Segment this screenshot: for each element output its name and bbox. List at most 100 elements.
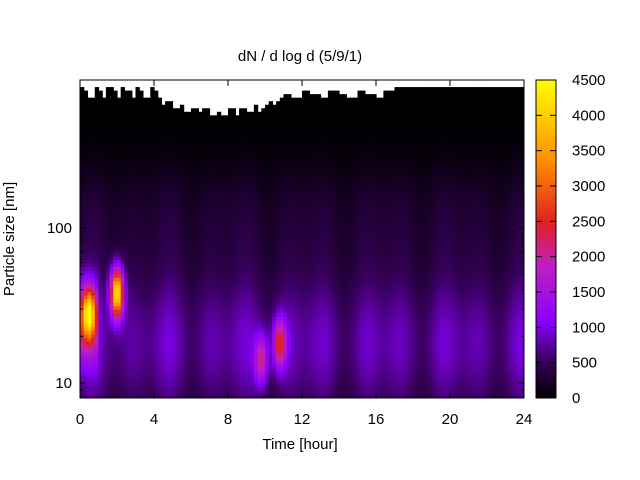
heatmap-cell (276, 390, 281, 396)
heatmap-cell (187, 246, 192, 251)
heatmap-cell (150, 171, 155, 176)
heatmap-cell (113, 154, 118, 159)
heatmap-cell (142, 341, 148, 346)
heatmap-cell (150, 228, 155, 233)
heatmap-cell (87, 111, 92, 116)
heatmap-cell (98, 164, 103, 169)
heatmap-cell (246, 299, 251, 304)
heatmap-cell (279, 193, 285, 198)
heatmap-cell (183, 267, 188, 272)
heatmap-cell (161, 108, 166, 113)
heatmap-cell (202, 309, 207, 314)
heatmap-cell (261, 189, 266, 194)
heatmap-cell (135, 203, 140, 208)
heatmap-cell (209, 164, 214, 169)
heatmap-cell (276, 366, 281, 371)
heatmap-cell (205, 316, 211, 321)
heatmap-cell (283, 154, 288, 159)
heatmap-cell (231, 355, 236, 360)
heatmap-cell (87, 373, 92, 378)
heatmap-cell (146, 189, 151, 194)
heatmap-cell (94, 87, 100, 92)
heatmap-cell (157, 270, 162, 275)
heatmap-cell (287, 136, 292, 141)
heatmap-cell (102, 157, 107, 162)
heatmap-cell (179, 161, 185, 166)
heatmap-cell (176, 352, 181, 357)
heatmap-cell (253, 309, 259, 314)
heatmap-cell (187, 309, 192, 314)
heatmap-cell (272, 143, 277, 148)
heatmap-cell (287, 355, 292, 360)
heatmap-cell (94, 256, 100, 261)
heatmap-cell (146, 313, 151, 318)
heatmap-cell (265, 207, 270, 212)
heatmap-cell (213, 143, 218, 148)
heatmap-cell (87, 292, 92, 297)
heatmap-cell (283, 330, 288, 335)
heatmap-cell (202, 292, 207, 297)
heatmap-cell (94, 143, 100, 148)
heatmap-cell (239, 320, 244, 325)
heatmap-cell (191, 299, 196, 304)
heatmap-cell (298, 186, 303, 191)
heatmap-cell (131, 133, 137, 138)
heatmap-cell (235, 189, 240, 194)
heatmap-cell (98, 387, 103, 392)
heatmap-cell (146, 288, 151, 293)
heatmap-cell (113, 182, 118, 187)
heatmap-cell (283, 115, 288, 120)
heatmap-cell (150, 274, 155, 279)
heatmap-cell (246, 330, 251, 335)
heatmap-cell (272, 129, 277, 134)
heatmap-cell (135, 288, 140, 293)
heatmap-cell (209, 178, 214, 184)
heatmap-cell (131, 111, 137, 116)
heatmap-cell (228, 277, 233, 282)
heatmap-cell (257, 217, 262, 222)
heatmap-cell (117, 299, 122, 304)
heatmap-cell (257, 235, 262, 240)
heatmap-cell (287, 309, 292, 314)
heatmap-cell (102, 108, 107, 113)
heatmap-cell (176, 267, 181, 272)
heatmap-cell (109, 178, 114, 184)
heatmap-cell (239, 147, 244, 152)
heatmap-cell (224, 369, 229, 374)
heatmap-cell (224, 270, 229, 275)
heatmap-cell (187, 221, 192, 226)
heatmap-cell (120, 299, 125, 304)
heatmap-cell (128, 313, 133, 318)
heatmap-cell (268, 284, 273, 290)
heatmap-cell (242, 355, 248, 360)
heatmap-cell (209, 147, 214, 152)
heatmap-cell (83, 341, 88, 346)
heatmap-cell (194, 320, 199, 325)
heatmap-cell (257, 224, 262, 229)
heatmap-cell (279, 246, 285, 251)
heatmap-cell (187, 235, 192, 240)
heatmap-cell (109, 210, 114, 215)
heatmap-cell (290, 366, 296, 371)
heatmap-cell (105, 147, 111, 152)
heatmap-cell (239, 150, 244, 155)
heatmap-cell (179, 302, 185, 307)
heatmap-cell (250, 309, 255, 314)
heatmap-cell (216, 253, 222, 258)
heatmap-cell (198, 316, 203, 321)
heatmap-cell (216, 161, 222, 166)
heatmap-cell (124, 274, 129, 279)
heatmap-cell (165, 337, 170, 343)
heatmap-cell (272, 327, 277, 332)
heatmap-cell (131, 118, 137, 123)
heatmap-cell (161, 330, 166, 335)
heatmap-cell (87, 320, 92, 325)
heatmap-cell (179, 168, 185, 173)
heatmap-cell (253, 355, 259, 360)
heatmap-cell (135, 260, 140, 265)
heatmap-cell (216, 362, 222, 367)
heatmap-cell (194, 330, 199, 335)
heatmap-cell (239, 231, 244, 237)
heatmap-cell (109, 150, 114, 155)
heatmap-cell (298, 171, 303, 176)
